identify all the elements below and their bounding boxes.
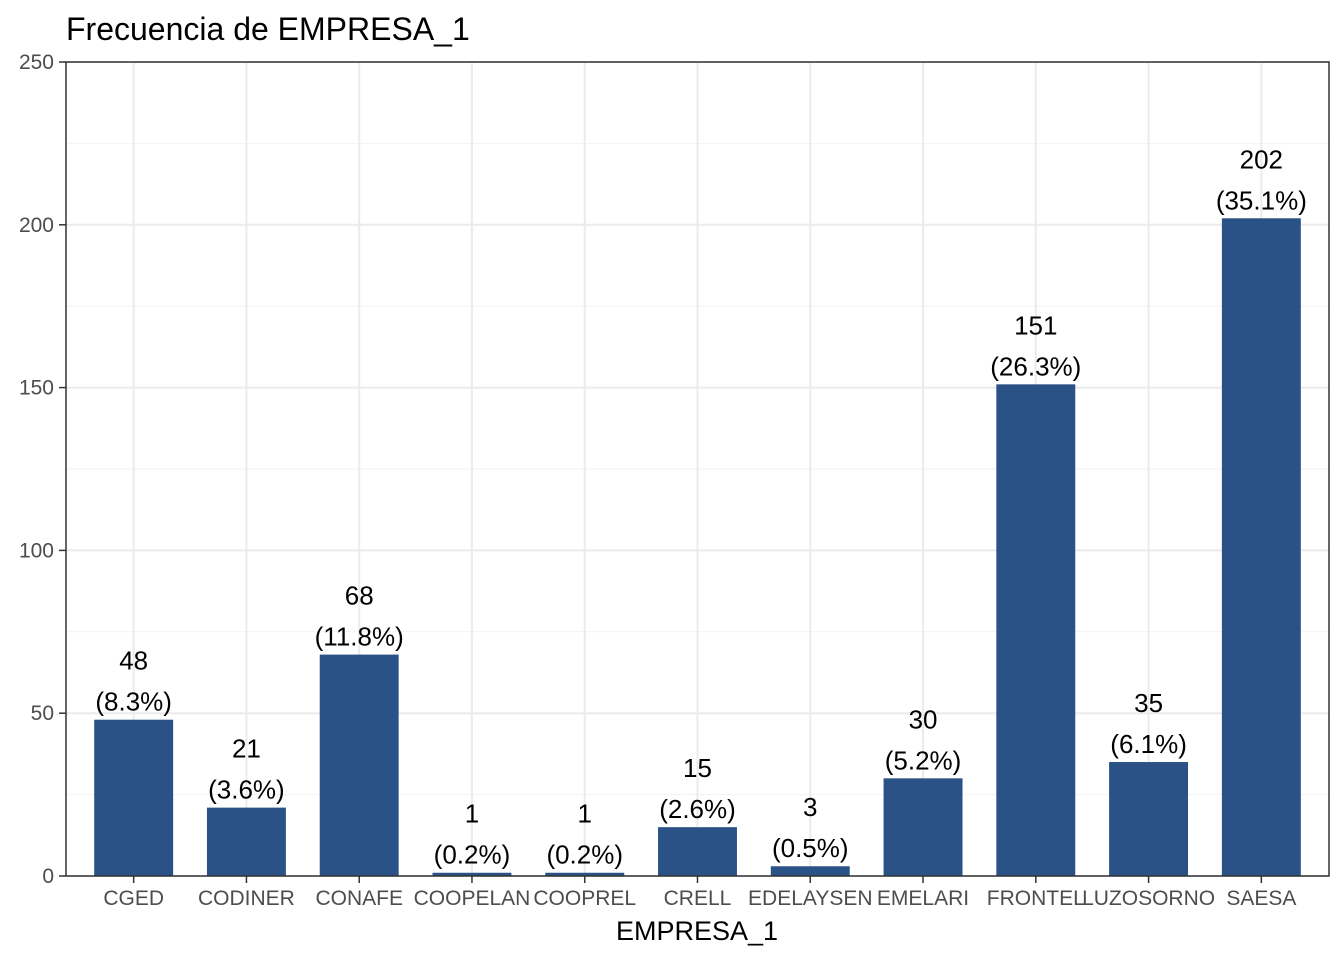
- bar-percent-label: (0.2%): [546, 840, 623, 870]
- bar-frontel: [996, 384, 1076, 876]
- bar-percent-label: (2.6%): [659, 794, 736, 824]
- bar-value-label: 21: [232, 734, 261, 764]
- x-tick-label: COOPELAN: [414, 887, 531, 910]
- bar-crell: [658, 827, 737, 876]
- bar-saesa: [1221, 218, 1301, 877]
- bar-percent-label: (0.2%): [434, 840, 511, 870]
- bar-percent-label: (8.3%): [95, 687, 172, 717]
- bar-percent-label: (26.3%): [990, 351, 1081, 381]
- bar-percent-label: (3.6%): [208, 775, 285, 805]
- x-tick-label: FRONTEL: [987, 887, 1085, 910]
- bar-value-label: 1: [577, 799, 591, 829]
- x-tick-label: SAESA: [1226, 887, 1296, 910]
- bar-value-label: 3: [803, 792, 817, 822]
- bar-value-label: 15: [683, 753, 712, 783]
- bar-percent-label: (6.1%): [1110, 729, 1187, 759]
- bar-conafe: [319, 654, 399, 876]
- x-tick-label: COOPREL: [533, 887, 636, 910]
- y-tick-label: 50: [31, 702, 54, 725]
- y-tick-label: 250: [19, 51, 54, 74]
- bar-emelari: [883, 778, 963, 876]
- y-axis: 0 50 100 150 200 250: [19, 51, 66, 888]
- bar-percent-label: (0.5%): [772, 833, 849, 863]
- bar-value-label: 30: [909, 704, 938, 734]
- bar-percent-label: (5.2%): [885, 745, 962, 775]
- bar-cged: [94, 719, 174, 876]
- bars: [94, 218, 1301, 877]
- bar-codiner: [206, 807, 286, 876]
- y-tick-label: 150: [19, 377, 54, 400]
- bar-value-label: 151: [1014, 310, 1057, 340]
- bar-labels: 48 (8.3%) 21 (3.6%) 68 (11.8%) 1 (0.2%) 1 (0.2%) 1…: [95, 144, 1306, 869]
- x-tick-label: CGED: [103, 887, 164, 910]
- x-tick-label: CODINER: [198, 887, 295, 910]
- bar-edelaysen: [770, 866, 850, 876]
- bar-luzosorno: [1109, 762, 1189, 876]
- x-tick-label: CONAFE: [315, 887, 403, 910]
- bar-value-label: 35: [1134, 688, 1163, 718]
- x-tick-label: CRELL: [664, 887, 732, 910]
- bar-value-label: 1: [465, 799, 479, 829]
- x-tick-label: EDELAYSEN: [748, 887, 873, 910]
- chart-title: Frecuencia de EMPRESA_1: [66, 11, 470, 47]
- x-tick-label: EMELARI: [877, 887, 969, 910]
- bar-coopelan: [432, 872, 512, 876]
- bar-percent-label: (35.1%): [1216, 185, 1307, 215]
- x-axis: CGED CODINER CONAFE COOPELAN COOPREL CRELL EDE…: [103, 876, 1296, 910]
- bar-value-label: 202: [1240, 144, 1283, 174]
- y-tick-label: 100: [19, 539, 54, 562]
- y-tick-label: 0: [42, 865, 54, 888]
- x-tick-label: LUZOSORNO: [1082, 887, 1215, 910]
- bar-percent-label: (11.8%): [315, 622, 404, 652]
- bar-value-label: 68: [345, 581, 374, 611]
- bar-cooprel: [545, 872, 625, 876]
- x-axis-title: EMPRESA_1: [616, 916, 778, 946]
- y-tick-label: 200: [19, 214, 54, 237]
- bar-value-label: 48: [119, 646, 148, 676]
